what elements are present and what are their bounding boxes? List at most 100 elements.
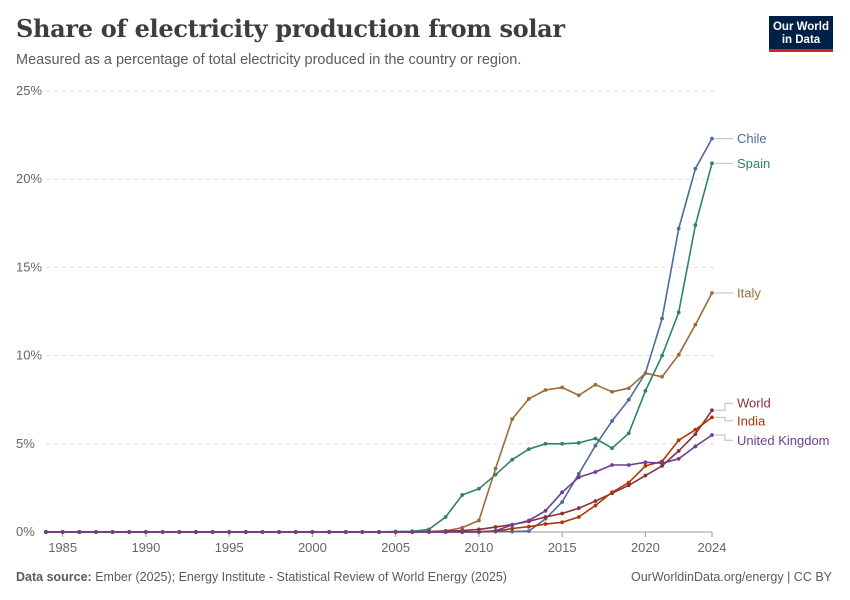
- data-point-united-kingdom: [210, 530, 215, 534]
- data-point-united-kingdom: [560, 490, 565, 495]
- series-line-chile: [46, 138, 713, 533]
- data-point-united-kingdom: [377, 530, 381, 534]
- data-point-united-kingdom: [243, 530, 248, 534]
- series-line-india: [46, 416, 713, 533]
- data-point-world: [560, 511, 565, 516]
- data-point-united-kingdom: [177, 530, 182, 534]
- series-line-spain: [46, 163, 713, 533]
- series-label-spain: Spain: [737, 156, 770, 171]
- data-point-india: [693, 427, 698, 432]
- data-point-india: [593, 503, 598, 508]
- footer-link[interactable]: OurWorldinData.org/energy | CC BY: [630, 570, 832, 584]
- data-point-chile: [693, 166, 698, 171]
- data-point-spain: [510, 457, 515, 462]
- data-point-italy: [676, 352, 681, 357]
- data-point-india: [543, 522, 548, 526]
- data-point-united-kingdom: [510, 523, 515, 527]
- y-tick-label: 25%: [16, 83, 42, 98]
- data-point-india: [576, 515, 581, 519]
- data-point-united-kingdom: [193, 530, 198, 534]
- x-tick-label: 2000: [298, 540, 327, 555]
- data-point-india: [626, 480, 631, 485]
- data-point-united-kingdom: [660, 461, 664, 466]
- data-point-united-kingdom: [127, 530, 132, 534]
- series-label-italy: Italy: [737, 285, 761, 300]
- data-point-united-kingdom: [710, 433, 714, 437]
- data-point-world: [710, 408, 714, 413]
- label-connector-united-kingdom: [715, 434, 733, 441]
- data-point-italy: [510, 417, 515, 422]
- data-point-india: [676, 438, 681, 443]
- data-point-italy: [477, 518, 481, 523]
- y-tick-label: 5%: [16, 436, 35, 451]
- data-point-italy: [460, 525, 465, 530]
- x-tick-label: 2010: [464, 540, 493, 555]
- data-point-italy: [543, 388, 548, 392]
- series-line-world: [46, 409, 713, 533]
- data-point-world: [626, 483, 631, 488]
- data-point-united-kingdom: [160, 530, 165, 534]
- y-tick-label: 20%: [16, 171, 42, 186]
- data-point-united-kingdom: [576, 475, 581, 480]
- data-point-spain: [576, 441, 581, 445]
- chart-title: Share of electricity production from sol…: [16, 14, 565, 43]
- data-point-united-kingdom: [227, 530, 232, 534]
- x-tick-label: 1985: [48, 540, 77, 555]
- data-point-india: [560, 520, 565, 525]
- data-point-united-kingdom: [327, 530, 331, 534]
- data-point-india: [610, 490, 614, 495]
- data-point-italy: [493, 466, 498, 471]
- data-point-united-kingdom: [693, 444, 698, 449]
- data-point-united-kingdom: [477, 529, 481, 534]
- data-point-spain: [626, 431, 631, 436]
- data-point-world: [643, 473, 648, 478]
- label-connector-india: [715, 416, 733, 422]
- data-point-chile: [626, 397, 631, 402]
- data-point-united-kingdom: [493, 528, 498, 533]
- data-point-united-kingdom: [277, 530, 281, 534]
- data-point-united-kingdom: [343, 530, 348, 534]
- data-point-united-kingdom: [443, 530, 448, 534]
- axes: 0% 5% 10% 15% 20% 25% 1985 1990 1995 2000 2005 2010…: [16, 83, 726, 555]
- data-point-spain: [660, 353, 664, 358]
- data-point-united-kingdom: [77, 530, 82, 534]
- x-tick-label: 2024: [698, 540, 727, 555]
- y-tick-label: 0%: [16, 524, 35, 539]
- chart-subtitle: Measured as a percentage of total electr…: [16, 52, 522, 68]
- data-point-italy: [576, 393, 581, 398]
- data-point-india: [526, 524, 531, 529]
- x-tick-label: 2015: [548, 540, 577, 555]
- x-tick-label: 2005: [381, 540, 410, 555]
- data-point-italy: [643, 371, 648, 376]
- data-point-united-kingdom: [460, 529, 465, 534]
- data-point-chile: [576, 471, 581, 476]
- x-tick-label: 1995: [215, 540, 244, 555]
- data-point-united-kingdom: [360, 530, 365, 534]
- data-point-italy: [610, 389, 614, 394]
- data-point-italy: [593, 382, 598, 387]
- data-point-world: [576, 506, 581, 511]
- logo-line-2: in Data: [781, 34, 821, 46]
- y-tick-label: 10%: [16, 348, 42, 363]
- series-label-united-kingdom: United Kingdom: [737, 433, 830, 448]
- data-point-spain: [610, 446, 614, 451]
- data-point-chile: [526, 529, 531, 534]
- data-point-spain: [526, 447, 531, 451]
- data-point-spain: [643, 388, 648, 393]
- data-point-italy: [526, 396, 531, 401]
- data-point-india: [643, 463, 648, 468]
- data-point-chile: [660, 316, 664, 321]
- data-point-spain: [477, 486, 481, 491]
- data-point-chile: [610, 418, 614, 423]
- data-point-united-kingdom: [144, 530, 148, 534]
- series-label-chile: Chile: [737, 131, 767, 146]
- data-point-spain: [443, 515, 448, 519]
- data-point-world: [493, 525, 498, 529]
- data-point-world: [660, 463, 664, 468]
- data-point-chile: [593, 443, 598, 448]
- data-point-spain: [560, 441, 565, 446]
- owid-logo[interactable]: Our World in Data: [769, 16, 833, 52]
- x-tick-label: 1990: [131, 540, 160, 555]
- data-point-chile: [560, 500, 565, 504]
